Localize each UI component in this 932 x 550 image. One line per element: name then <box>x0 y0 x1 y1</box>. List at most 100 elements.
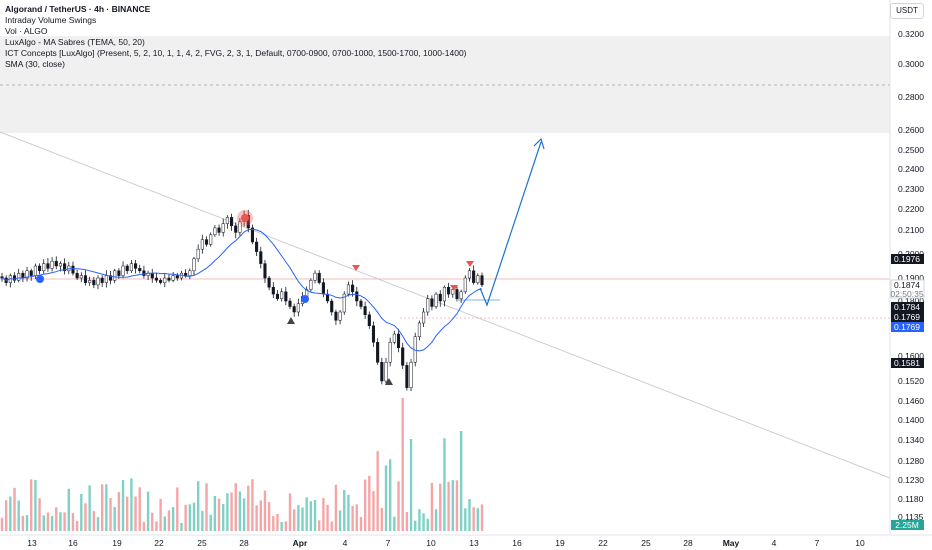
volume-bar <box>363 479 367 531</box>
volume-bar <box>368 475 371 531</box>
price-tick-label: 0.2800 <box>898 92 924 102</box>
projection-arrow <box>479 141 542 307</box>
volume-bar <box>222 504 225 531</box>
volume-bar <box>209 514 212 531</box>
currency-button[interactable]: USDT <box>890 3 924 19</box>
candle-body <box>334 311 338 321</box>
candle-body <box>396 333 401 348</box>
candle-body <box>367 314 371 326</box>
candle-body <box>230 217 234 227</box>
volume-bar <box>238 491 242 531</box>
volume-bar <box>247 485 250 531</box>
price-tick-label: 0.1900 <box>898 273 924 283</box>
price-tag-box <box>891 322 924 332</box>
volume-bar <box>196 481 200 531</box>
candle-body <box>113 270 117 281</box>
volume-bar <box>251 479 254 531</box>
candle-body <box>0 276 4 279</box>
candle-body <box>447 286 451 295</box>
time-tick-label: 13 <box>27 538 37 548</box>
candle-body <box>96 277 100 286</box>
candle-body <box>384 362 388 382</box>
candle-body <box>288 300 292 307</box>
volume-bar <box>134 496 137 531</box>
volume-bar <box>276 513 279 531</box>
volume-bar <box>447 481 450 531</box>
candle-body <box>108 275 113 281</box>
candle-body <box>422 311 426 324</box>
volume-bar <box>401 398 404 531</box>
candle-body <box>342 293 346 313</box>
volume-bar <box>117 492 121 531</box>
price-tag-label: 0.1581 <box>894 358 920 368</box>
volume-bar <box>109 498 112 531</box>
price-tag-box <box>891 254 924 264</box>
candle-body <box>309 280 313 290</box>
indicator-sma[interactable]: SMA (30, close) <box>5 59 65 69</box>
price-axis-background <box>890 0 932 550</box>
time-tick-label: 25 <box>197 538 207 548</box>
price-tags: 0.19760.187402:50:350.17840.17690.17690.… <box>890 254 925 368</box>
time-tick-label: 7 <box>386 538 391 548</box>
volume-bar <box>0 517 4 531</box>
candle-body <box>83 275 88 283</box>
time-tick-label: 16 <box>512 538 522 548</box>
indicator-ict-concepts[interactable]: ICT Concepts [LuxAlgo] (Present, 5, 2, 1… <box>5 48 467 58</box>
candle-body <box>134 263 138 269</box>
volume-bar <box>255 505 258 531</box>
candle-body <box>154 277 158 281</box>
candle-body <box>338 311 342 321</box>
countdown-label: 02:50:35 <box>890 289 923 299</box>
swing-low-marker-left[interactable] <box>36 275 44 283</box>
price-tick-label: 0.1600 <box>898 351 924 361</box>
candle-body <box>321 282 325 295</box>
candle-body <box>313 272 317 281</box>
volume-bar <box>351 505 354 531</box>
candle-body <box>442 286 446 302</box>
time-tick-label: 19 <box>555 538 565 548</box>
indicator-ma-sabres[interactable]: LuxAlgo - MA Sabres (TEMA, 50, 20) <box>5 37 145 47</box>
time-tick-label: 10 <box>426 538 436 548</box>
swing-high-triangle-3 <box>466 261 474 267</box>
price-tick-label: 0.2300 <box>898 184 924 194</box>
svg-text:2.25M: 2.25M <box>895 520 919 530</box>
time-tick-label: 4 <box>343 538 348 548</box>
volume-bar <box>338 510 342 531</box>
volume-bar <box>159 498 162 531</box>
candle-body <box>271 286 275 295</box>
candle-body <box>142 270 146 276</box>
volume-bar <box>359 516 363 531</box>
candle-body <box>33 265 37 276</box>
candle-body <box>463 277 467 293</box>
candle-body <box>171 275 175 281</box>
time-tick-label: 28 <box>683 538 693 548</box>
volume-bar <box>180 522 183 531</box>
candle-body <box>459 291 463 299</box>
candle-body <box>221 223 225 233</box>
candle-body <box>267 277 271 288</box>
swing-high-triangle-2 <box>450 285 458 291</box>
indicator-volume[interactable]: Vol · ALGO <box>5 26 48 36</box>
candle-body <box>317 272 321 283</box>
indicator-volume-swings[interactable]: Intraday Volume Swings <box>5 15 97 25</box>
volume-bar <box>71 512 75 531</box>
time-tick-label: 13 <box>469 538 479 548</box>
candle-body <box>196 248 200 260</box>
volume-bar <box>100 484 104 531</box>
time-tick-label: 7 <box>815 538 820 548</box>
candle-body <box>430 298 434 307</box>
volume-bar <box>472 507 475 531</box>
volume-bar <box>439 483 442 531</box>
volume-bar <box>414 520 417 531</box>
volume-bar <box>292 509 296 531</box>
time-tick-label: May <box>723 538 740 548</box>
price-tag-box <box>891 312 924 322</box>
volume-bar <box>13 487 16 531</box>
symbol-title[interactable]: Algorand / TetherUS · 4h · BINANCE <box>5 4 151 14</box>
volume-bar <box>468 499 471 531</box>
time-tick-label: 10 <box>855 538 865 548</box>
volume-bar <box>267 501 271 531</box>
swing-low-marker-mid[interactable] <box>301 295 309 303</box>
candle-body <box>259 251 263 264</box>
